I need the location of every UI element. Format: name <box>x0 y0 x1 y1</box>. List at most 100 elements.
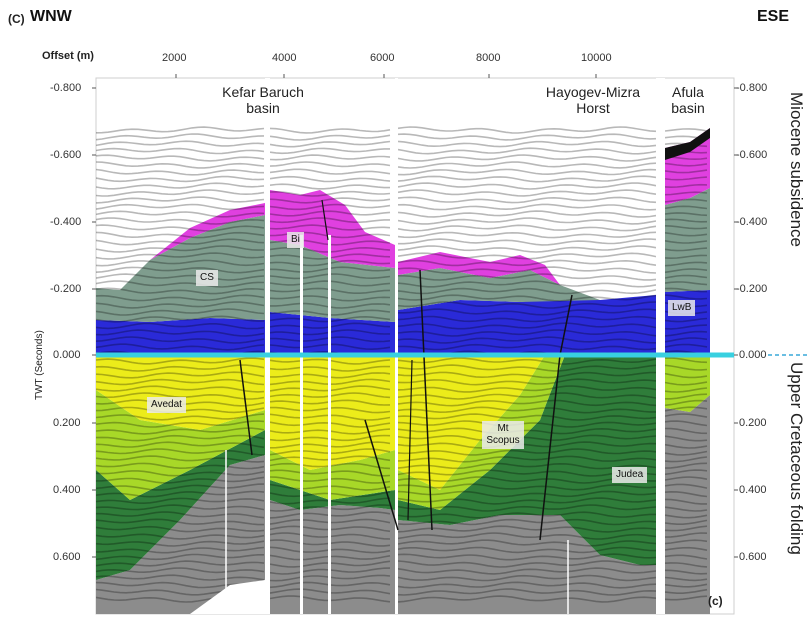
reflector-stripe <box>96 196 265 204</box>
reflector-stripe <box>664 261 708 267</box>
block-west <box>96 203 265 614</box>
reflector-stripe <box>664 232 708 237</box>
reflector-stripe <box>397 546 657 554</box>
panel-letter: (C) <box>8 12 25 26</box>
reflector-stripe <box>397 315 657 323</box>
offset-tick: 10000 <box>581 52 612 64</box>
reflector-stripe <box>664 205 708 210</box>
reflector-stripe <box>96 133 265 141</box>
reflector-stripe <box>269 203 391 211</box>
reflector-stripe <box>397 574 657 582</box>
basin-label-hayogev: Hayogev-Mizra Horst <box>538 84 648 116</box>
basin-label-line: Kefar Baruch <box>222 84 304 100</box>
offset-tick: 2000 <box>162 52 187 64</box>
offset-axis-title: Offset (m) <box>42 50 94 62</box>
reflector-stripe <box>96 161 265 169</box>
reflector-stripe <box>96 259 265 267</box>
reflector-stripe <box>96 518 264 526</box>
basement-west <box>96 455 265 614</box>
reflector-stripe <box>269 161 391 168</box>
reflector-stripe <box>664 281 708 286</box>
reflector-stripe <box>397 280 657 288</box>
reflector-stripe <box>397 532 657 540</box>
unit-greygreen-hayogev <box>398 268 600 310</box>
reflector-stripe <box>397 175 657 183</box>
basin-label-afula: Afula basin <box>660 84 716 116</box>
reflector-stripe <box>664 399 708 407</box>
reflector-stripe <box>664 532 708 538</box>
reflector-stripe <box>269 127 391 134</box>
reflector-stripe <box>96 476 265 484</box>
twt-tick-right: -0.800 <box>736 82 768 94</box>
reflector-stripe <box>96 182 265 190</box>
reflector-stripe <box>96 540 265 547</box>
reflector-stripe <box>96 364 265 372</box>
reflector-stripe <box>664 490 708 498</box>
reflector-stripe <box>664 337 708 343</box>
unit-magenta-kefar <box>270 190 395 268</box>
reflector-stripe <box>664 330 708 337</box>
unit-blue-hayogev <box>398 295 656 355</box>
fault-line <box>539 354 561 541</box>
reflector-stripe <box>397 406 656 414</box>
reflector-stripe <box>664 406 708 412</box>
reflector-stripe <box>96 294 265 302</box>
reflector-stripe <box>664 476 708 481</box>
reflector-stripe <box>96 231 265 239</box>
reflector-stripe <box>397 343 657 351</box>
reflector-stripe <box>397 399 657 407</box>
reflector-stripe <box>664 595 708 601</box>
reflector-stripe <box>664 413 708 418</box>
reflector-stripe <box>397 224 657 232</box>
reflector-stripe <box>96 371 265 379</box>
reflector-stripe <box>398 308 657 316</box>
twt-tick-right: 0.200 <box>739 417 767 429</box>
reflector-stripe <box>269 147 390 155</box>
unit-darkgreen-west <box>96 430 265 580</box>
reflector-stripe <box>397 490 657 498</box>
reflector-stripe <box>397 483 657 491</box>
reflector-stripe <box>96 483 265 491</box>
reflector-stripe <box>397 322 657 330</box>
reflector-stripe <box>397 182 657 190</box>
reflector-stripe <box>96 385 265 393</box>
unit-lime-west <box>96 390 265 500</box>
reflector-stripe <box>96 470 265 477</box>
unit-lime-afula <box>665 355 710 412</box>
block-gap <box>328 235 331 614</box>
fault-line <box>407 359 413 521</box>
reflector-stripe <box>397 518 657 526</box>
reflector-stripe <box>397 581 657 589</box>
reflector-stripe <box>96 546 265 554</box>
reflector-stripe <box>96 154 265 162</box>
twt-tick-right: -0.200 <box>736 283 768 295</box>
twt-tick-right: -0.400 <box>736 216 768 228</box>
twt-tick-left: 0.200 <box>53 417 81 429</box>
reflector-stripe <box>96 343 265 351</box>
reflector-stripe <box>96 287 265 295</box>
reflector-stripe <box>96 357 265 365</box>
reflector-stripe <box>397 595 657 603</box>
reflector-stripe <box>397 371 656 379</box>
reflector-stripe <box>397 287 657 295</box>
reflector-stripe <box>96 490 265 498</box>
fault-line <box>239 359 253 456</box>
side-label-miocene: Miocene subsidence <box>787 92 806 247</box>
reflector-stripe <box>269 134 391 141</box>
reflector-stripe <box>269 175 391 183</box>
reflector-stripe <box>398 238 657 246</box>
reflector-stripe <box>664 198 708 203</box>
reflector-stripe <box>664 562 708 568</box>
reflector-stripe <box>96 322 265 330</box>
reflector-stripe <box>664 372 708 379</box>
reflector-stripe <box>96 434 265 442</box>
reflector-stripe <box>96 168 265 176</box>
basement-hayogev <box>398 515 656 614</box>
block-gap <box>300 235 303 614</box>
unit-magenta-hayogev <box>398 252 560 285</box>
panel-letter-inner: (c) <box>708 594 723 608</box>
basin-label-line: Horst <box>576 100 610 116</box>
formation-label-judea: Judea <box>612 467 648 483</box>
reflector-stripe <box>664 381 708 386</box>
